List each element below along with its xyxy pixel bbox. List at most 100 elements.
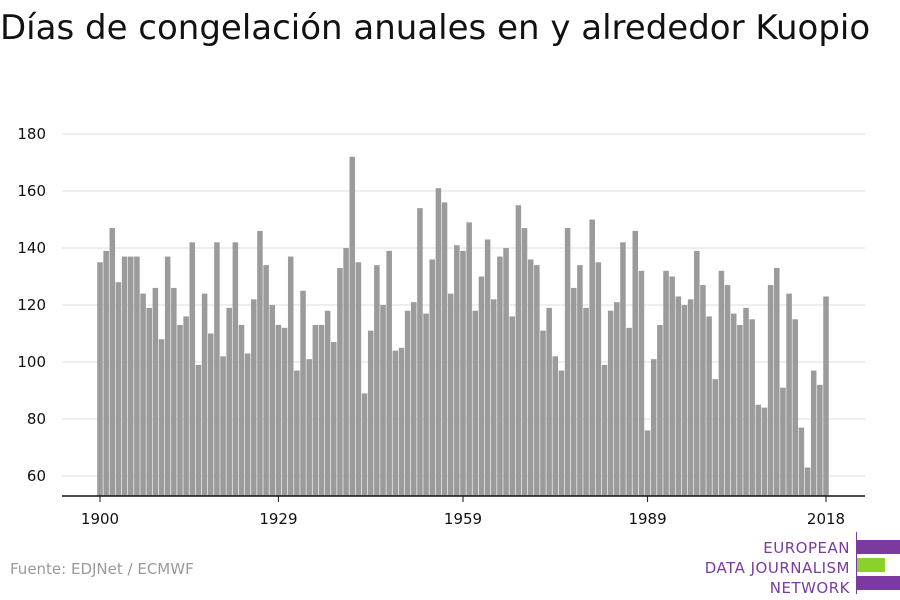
bar <box>435 188 442 497</box>
bar <box>214 242 220 496</box>
bar <box>503 248 509 496</box>
bar <box>589 219 595 496</box>
bar <box>287 256 294 496</box>
bar <box>792 319 799 496</box>
bar <box>177 324 183 496</box>
x-tick-label: 1929 <box>259 510 297 528</box>
bar <box>361 393 368 496</box>
bar <box>257 230 263 496</box>
bar <box>103 250 109 496</box>
bar <box>367 330 374 496</box>
bar <box>780 387 786 496</box>
y-tick-label: 60 <box>27 467 46 485</box>
bar <box>380 305 386 496</box>
bar <box>201 293 208 496</box>
bar <box>312 324 319 496</box>
bar <box>127 256 134 496</box>
bar <box>657 324 663 496</box>
source-note: Fuente: EDJNet / ECMWF <box>10 560 194 578</box>
bar <box>823 296 829 496</box>
bar <box>189 242 196 496</box>
y-tick-label: 120 <box>17 296 46 314</box>
bar <box>798 427 805 496</box>
bar <box>158 339 165 496</box>
chart-title: Días de congelación anuales en y alreded… <box>0 8 871 48</box>
bar <box>263 265 269 496</box>
logo-bar-middle <box>857 558 885 572</box>
logo-bar-top <box>857 540 900 554</box>
bar <box>583 307 589 496</box>
bar <box>207 333 214 496</box>
bar <box>570 287 577 496</box>
bar <box>786 293 792 496</box>
bar <box>417 208 423 496</box>
logo-line-3: NETWORK <box>769 579 850 597</box>
bar <box>226 307 232 496</box>
bar <box>540 330 546 496</box>
bar <box>804 467 811 496</box>
bar <box>743 307 749 496</box>
bar <box>521 228 528 496</box>
bar <box>146 307 152 496</box>
bar <box>97 262 103 496</box>
bar <box>109 228 116 496</box>
logo-separator <box>856 532 857 594</box>
bar <box>423 313 429 496</box>
bar <box>386 250 392 496</box>
bar <box>632 230 639 496</box>
bar <box>478 276 485 496</box>
y-tick-label: 100 <box>17 353 46 371</box>
bar <box>810 370 817 496</box>
bar <box>515 205 522 497</box>
bar <box>251 299 257 496</box>
bar <box>447 293 454 496</box>
bar <box>730 313 737 496</box>
edjnet-logo[interactable]: EUROPEAN DATA JOURNALISM NETWORK <box>700 532 900 600</box>
bar <box>121 256 128 496</box>
bar <box>232 242 239 496</box>
bar <box>694 250 700 496</box>
bar <box>534 265 540 496</box>
bar <box>681 305 688 496</box>
bar <box>411 302 417 496</box>
bar <box>527 259 534 496</box>
bar <box>558 370 565 496</box>
bar <box>115 282 122 496</box>
bar <box>607 310 614 496</box>
x-tick-label: 2018 <box>807 510 845 528</box>
bar <box>306 359 312 496</box>
bar <box>509 316 515 496</box>
bar <box>441 202 448 496</box>
bar <box>546 307 552 496</box>
bar <box>644 430 651 496</box>
bar <box>718 270 725 496</box>
bar <box>687 299 694 496</box>
bar <box>294 370 300 496</box>
bar <box>817 384 823 496</box>
bar <box>238 324 245 496</box>
bar <box>318 324 325 496</box>
bar <box>767 285 774 496</box>
bar <box>269 305 276 496</box>
bar <box>140 293 146 496</box>
bar <box>244 353 251 496</box>
bar <box>490 299 497 496</box>
bar <box>343 248 349 496</box>
bar <box>152 287 159 496</box>
x-axis-ticks: 1900 1929 1959 1989 2018 <box>81 496 845 528</box>
bar <box>552 356 559 496</box>
bar <box>392 350 399 496</box>
bar <box>374 265 380 496</box>
bar <box>454 245 460 496</box>
bar <box>638 270 645 496</box>
bar <box>164 256 171 496</box>
bar <box>460 250 466 496</box>
logo-line-1: EUROPEAN <box>763 539 850 557</box>
x-tick-label: 1989 <box>628 510 666 528</box>
bar <box>324 310 331 496</box>
bar <box>281 327 288 496</box>
bar <box>761 407 768 496</box>
bar <box>484 239 491 496</box>
y-axis-ticks: 60 80 100 120 140 160 180 <box>17 125 46 485</box>
